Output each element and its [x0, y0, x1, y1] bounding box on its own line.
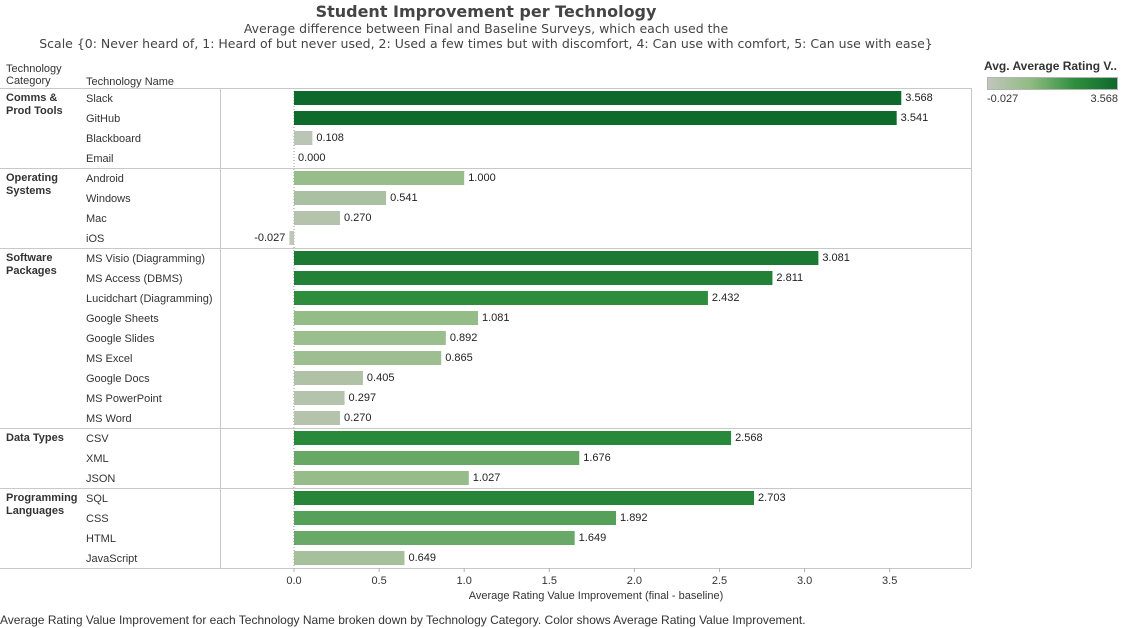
bar[interactable]	[294, 371, 363, 385]
bar[interactable]	[294, 491, 755, 505]
technology-name-label: MS PowerPoint	[86, 393, 162, 405]
x-tick-label: 3.0	[797, 575, 812, 587]
x-tick-label: 1.5	[542, 575, 557, 587]
value-label: 0.270	[344, 212, 372, 224]
bar[interactable]	[294, 251, 819, 265]
chart-subtitle-line-1: Average difference between Final and Bas…	[243, 21, 729, 36]
category-label: Programming Languages	[6, 492, 78, 517]
value-label: 0.297	[349, 392, 377, 404]
value-label: 1.892	[620, 512, 648, 524]
value-label: 3.081	[822, 252, 850, 264]
value-label: 0.649	[408, 552, 436, 564]
bar[interactable]	[294, 111, 897, 125]
technology-name-label: JSON	[86, 473, 115, 485]
technology-name-label: Windows	[86, 193, 131, 205]
bar[interactable]	[294, 291, 708, 305]
color-legend-gradient	[987, 77, 1118, 90]
bar[interactable]	[294, 551, 405, 565]
x-tick-label: 3.5	[882, 575, 897, 587]
technology-name-label: Email	[86, 153, 114, 165]
bar[interactable]	[294, 531, 575, 545]
value-label: 1.000	[468, 172, 496, 184]
technology-name-label: Blackboard	[86, 133, 141, 145]
x-tick-label: 0.5	[371, 575, 386, 587]
technology-name-label: CSS	[86, 513, 109, 525]
bar[interactable]	[294, 391, 345, 405]
technology-name-label: MS Word	[86, 413, 132, 425]
bar[interactable]	[294, 191, 387, 205]
value-label: -0.027	[254, 232, 285, 244]
technology-name-label: CSV	[86, 433, 109, 445]
value-label: 1.649	[579, 532, 607, 544]
bar[interactable]	[294, 411, 340, 425]
bar[interactable]	[294, 91, 902, 105]
technology-name-label: MS Access (DBMS)	[86, 273, 183, 285]
column-header-name: Technology Name	[86, 76, 175, 88]
bar[interactable]	[294, 271, 773, 285]
value-label: 0.405	[367, 372, 395, 384]
category-label: Comms & Prod Tools	[6, 92, 63, 117]
value-label: 3.541	[901, 112, 929, 124]
chart-title: Student Improvement per Technology	[315, 2, 657, 21]
color-legend-max-label: 3.568	[1090, 93, 1118, 105]
technology-name-label: SQL	[86, 493, 108, 505]
technology-name-label: GitHub	[86, 113, 120, 125]
x-tick-label: 0.0	[286, 575, 301, 587]
chart-caption: Average Rating Value Improvement for eac…	[0, 613, 806, 627]
technology-name-label: Google Sheets	[86, 313, 159, 325]
value-label: 1.027	[473, 472, 501, 484]
value-label: 1.081	[482, 312, 510, 324]
bar[interactable]	[289, 231, 294, 245]
x-tick-label: 1.0	[457, 575, 472, 587]
bar[interactable]	[294, 311, 478, 325]
x-tick-label: 2.5	[712, 575, 727, 587]
bar[interactable]	[294, 211, 340, 225]
technology-name-label: XML	[86, 453, 109, 465]
bar[interactable]	[294, 131, 313, 145]
category-label: Data Types	[6, 432, 64, 444]
technology-name-label: JavaScript	[86, 553, 137, 565]
bar[interactable]	[294, 331, 446, 345]
value-label: 0.270	[344, 412, 372, 424]
technology-name-label: MS Visio (Diagramming)	[86, 253, 205, 265]
bar[interactable]	[294, 471, 469, 485]
column-header-category: Technology Category	[6, 63, 62, 87]
value-label: 2.568	[735, 432, 763, 444]
bar[interactable]	[294, 511, 617, 525]
x-axis-title: Average Rating Value Improvement (final …	[469, 590, 724, 602]
color-legend-min-label: -0.027	[987, 93, 1019, 105]
technology-name-label: iOS	[86, 233, 104, 245]
bar[interactable]	[294, 451, 580, 465]
value-label: 2.432	[712, 292, 740, 304]
bar[interactable]	[294, 171, 465, 185]
x-tick-label: 2.0	[627, 575, 642, 587]
chart-subtitle-line-2: Scale {0: Never heard of, 1: Heard of bu…	[39, 36, 933, 51]
bar[interactable]	[294, 351, 442, 365]
technology-name-label: Mac	[86, 213, 107, 225]
value-label: 0.865	[445, 352, 473, 364]
technology-name-label: Lucidchart (Diagramming)	[86, 293, 213, 305]
technology-name-label: HTML	[86, 533, 116, 545]
value-label: 2.703	[758, 492, 786, 504]
value-label: 0.541	[390, 192, 418, 204]
bar[interactable]	[294, 431, 732, 445]
technology-name-label: Google Docs	[86, 373, 150, 385]
value-label: 3.568	[905, 92, 933, 104]
category-label: Software Packages	[6, 252, 57, 277]
technology-name-label: Slack	[86, 93, 113, 105]
value-label: 0.892	[450, 332, 478, 344]
technology-name-label: Google Slides	[86, 333, 155, 345]
color-legend-title[interactable]: Avg. Average Rating V..	[984, 59, 1117, 73]
category-label: Operating Systems	[6, 172, 58, 197]
value-label: 0.000	[298, 152, 326, 164]
value-label: 0.108	[316, 132, 344, 144]
technology-name-label: Android	[86, 173, 124, 185]
value-label: 2.811	[776, 272, 803, 284]
value-label: 1.676	[583, 452, 611, 464]
technology-name-label: MS Excel	[86, 353, 132, 365]
